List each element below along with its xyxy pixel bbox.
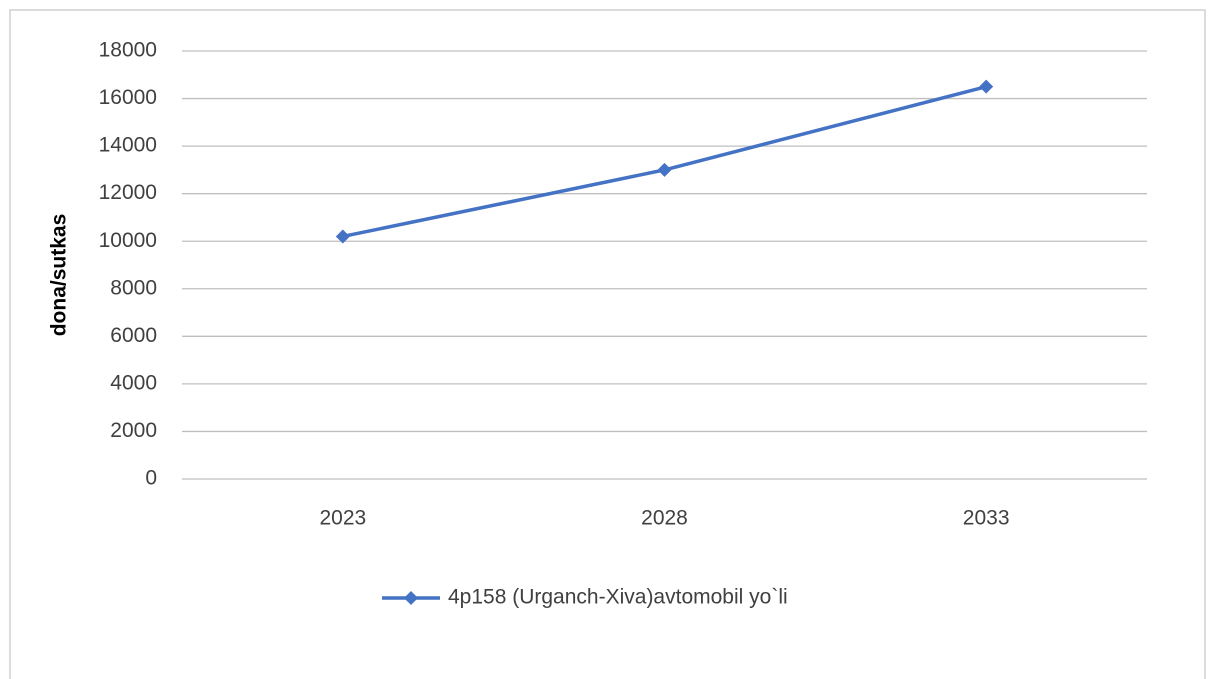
y-tick-label: 14000 <box>99 134 157 157</box>
y-tick-label: 10000 <box>99 229 157 252</box>
legend-marker <box>404 591 418 605</box>
x-tick-label: 2028 <box>641 507 688 530</box>
data-point <box>657 162 672 177</box>
y-tick-label: 18000 <box>99 39 157 62</box>
y-tick-label: 0 <box>145 467 157 490</box>
y-tick-label: 6000 <box>110 324 157 347</box>
legend-label: 4p158 (Urganch-Xiva)avtomobil yo`li <box>448 586 788 609</box>
x-tick-label: 2023 <box>319 507 366 530</box>
chart-frame <box>9 9 1206 679</box>
y-tick-label: 4000 <box>110 371 157 394</box>
data-point <box>979 79 994 94</box>
y-tick-label: 2000 <box>110 419 157 442</box>
y-tick-label: 12000 <box>99 181 157 204</box>
y-axis-label: dona/sutkas <box>48 214 71 337</box>
y-tick-label: 8000 <box>110 276 157 299</box>
x-tick-label: 2033 <box>963 507 1010 530</box>
data-point <box>335 229 350 244</box>
y-tick-label: 16000 <box>99 86 157 109</box>
